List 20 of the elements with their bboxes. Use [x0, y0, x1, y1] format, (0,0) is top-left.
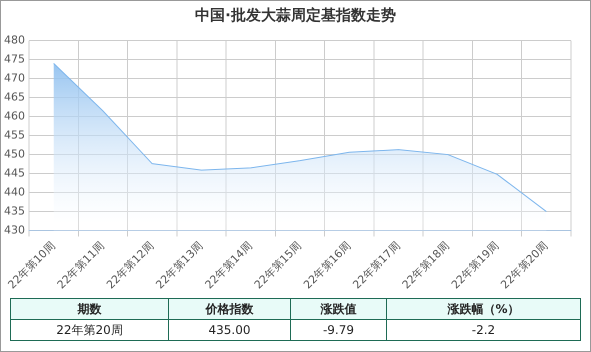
text: -9.79 — [291, 320, 387, 341]
y-tick-label: 475 — [4, 52, 25, 66]
y-tick-label: 480 — [4, 33, 25, 46]
text: -2.2 — [387, 320, 581, 341]
text: 价格指数 — [169, 299, 291, 320]
text: 435.00 — [169, 320, 291, 341]
y-tick-label: 435 — [4, 204, 25, 218]
chart-title: 中国·批发大蒜周定基指数走势 — [194, 6, 397, 25]
y-tick-label: 440 — [4, 185, 25, 198]
y-tick-label: 455 — [4, 128, 25, 142]
y-tick-label: 445 — [4, 166, 25, 180]
y-tick-label: 450 — [4, 147, 25, 160]
y-tick-label: 460 — [4, 109, 25, 122]
text: 22年第20周 — [11, 320, 169, 341]
text: 涨跌幅（%） — [387, 299, 581, 320]
y-tick-label: 430 — [4, 223, 25, 236]
text: 涨跌值 — [291, 299, 387, 320]
text: 期数 — [11, 299, 169, 320]
y-tick-label: 465 — [4, 90, 25, 104]
y-tick-label: 470 — [4, 71, 25, 84]
